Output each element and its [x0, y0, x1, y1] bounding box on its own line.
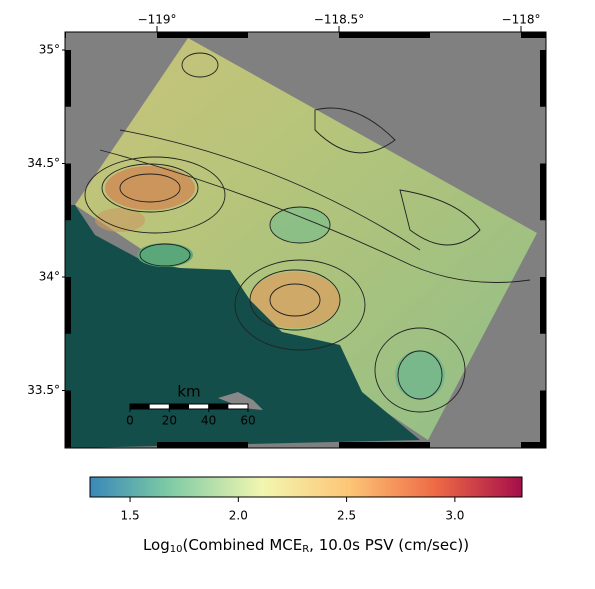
contours	[84, 52, 531, 413]
lat-label: 34°	[39, 270, 60, 284]
colorbar-tick-label: 1.5	[121, 509, 140, 523]
low-zone	[270, 207, 330, 243]
colorbar	[89, 476, 523, 498]
lon-label: −118°	[502, 13, 541, 27]
border-segment	[65, 32, 66, 38]
scale-label: 40	[201, 414, 216, 428]
lat-label: 35°	[39, 43, 60, 57]
lat-label: 33.5°	[27, 383, 60, 397]
border-segment	[540, 50, 546, 107]
border-segment	[540, 390, 546, 448]
border-segment	[521, 32, 546, 38]
border-segment	[521, 442, 546, 448]
border-segment	[65, 390, 71, 448]
border-segment	[65, 163, 71, 221]
border-segment	[157, 442, 248, 448]
lon-label: −119°	[138, 13, 177, 27]
border-segment	[339, 32, 430, 38]
lon-label: −118.5°	[314, 13, 364, 27]
colorbar-label: Log10(Combined MCER, 10.0s PSV (cm/sec))	[143, 536, 469, 556]
map-border	[65, 32, 546, 448]
scale-label: 20	[162, 414, 177, 428]
scale-unit: km	[177, 383, 200, 401]
colorbar-tick-label: 3.0	[445, 509, 464, 523]
map-area	[65, 32, 546, 448]
scale-bar-segment	[130, 404, 150, 409]
scale-label: 60	[240, 414, 255, 428]
low-zone	[395, 350, 445, 400]
border-segment	[540, 163, 546, 221]
low-zone	[137, 243, 193, 267]
high-zone	[105, 166, 195, 210]
border-segment	[339, 442, 430, 448]
colorbar-tick-label: 2.0	[229, 509, 248, 523]
scale-bar-segment	[169, 404, 189, 409]
border-segment	[65, 277, 71, 334]
map-frame	[64, 31, 547, 449]
border-segment	[65, 50, 71, 107]
border-segment	[157, 32, 248, 38]
scale-bar: km 0 20 40 60	[126, 383, 255, 428]
scale-bar-segment	[208, 404, 229, 409]
lat-label: 34.5°	[27, 156, 60, 170]
island	[218, 392, 263, 410]
scale-label: 0	[126, 414, 134, 428]
colorbar-tick-label: 2.5	[337, 509, 356, 523]
high-zone	[250, 272, 340, 328]
border-segment	[540, 277, 546, 334]
high-zone	[95, 208, 145, 232]
